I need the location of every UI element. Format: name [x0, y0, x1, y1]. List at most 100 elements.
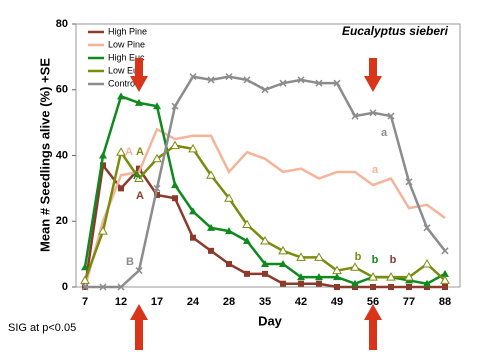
marker [171, 102, 179, 110]
x-tick-label: 77 [403, 296, 415, 308]
marker [116, 147, 126, 156]
marker [350, 262, 360, 271]
marker [171, 181, 179, 189]
marker [100, 162, 106, 169]
marker [226, 260, 232, 267]
marker [280, 280, 286, 287]
legend-label: Low Pine [108, 39, 145, 49]
marker [153, 102, 161, 110]
x-tick-label: 17 [151, 296, 163, 308]
marker [422, 258, 432, 268]
marker [261, 86, 269, 94]
y-axis-label: Mean # Seedlings alive (%) +SE [37, 58, 52, 252]
marker [352, 284, 358, 290]
marker [442, 284, 448, 290]
marker [207, 76, 215, 84]
marker [81, 283, 89, 291]
x-tick-label: 28 [223, 296, 235, 308]
marker [152, 153, 162, 163]
marker [135, 98, 143, 106]
annotation: a [381, 127, 388, 139]
annotation: b [372, 254, 379, 266]
annotation: A [125, 146, 133, 158]
marker [332, 265, 342, 275]
marker [134, 173, 144, 183]
marker [404, 272, 414, 281]
marker [80, 275, 90, 284]
x-tick-label: 24 [187, 296, 200, 308]
marker [333, 79, 341, 87]
y-tick-label: 0 [62, 281, 68, 293]
marker [243, 76, 251, 84]
annotation: A [136, 190, 144, 202]
x-tick-label: 12 [115, 296, 127, 308]
x-tick-label: 88 [439, 296, 451, 308]
marker [296, 252, 306, 261]
x-tick-label: 49 [331, 296, 343, 308]
marker [207, 223, 215, 231]
marker [368, 272, 378, 281]
marker [135, 267, 143, 275]
annotation: B [126, 256, 134, 268]
marker [406, 284, 412, 290]
marker [118, 185, 124, 192]
marker [81, 263, 89, 271]
marker [369, 109, 377, 117]
annotation: A [133, 170, 141, 182]
y-tick-label: 20 [56, 215, 68, 227]
marker [170, 140, 180, 150]
marker [188, 143, 198, 153]
legend-label: High Pine [108, 26, 147, 36]
marker [315, 79, 323, 87]
annotation: b [355, 251, 362, 263]
legend-label: Low Euc [108, 65, 143, 75]
x-tick-label: 56 [367, 296, 379, 308]
annotation: A [136, 146, 144, 158]
marker [154, 191, 160, 198]
marker [244, 270, 250, 277]
marker [98, 226, 108, 235]
chart-title: Eucalyptus sieberi [342, 24, 449, 38]
marker [136, 165, 142, 172]
marker [117, 92, 125, 100]
marker [261, 259, 269, 267]
marker [423, 224, 431, 232]
marker [351, 112, 359, 120]
marker [189, 207, 197, 215]
marker [334, 284, 340, 290]
marker [99, 151, 107, 159]
marker [405, 178, 413, 186]
arrows [130, 58, 382, 350]
marker [314, 252, 324, 261]
marker [262, 270, 268, 277]
y-tick-label: 60 [56, 84, 68, 96]
x-axis-label: Day [258, 313, 283, 328]
marker [298, 280, 304, 287]
legend-label: High Euc [108, 52, 145, 62]
y-tick-label: 40 [56, 149, 68, 161]
marker [243, 236, 251, 244]
marker [225, 227, 233, 235]
marker [370, 284, 376, 290]
marker [440, 275, 450, 284]
y-tick-label: 80 [56, 18, 68, 30]
marker [297, 76, 305, 84]
marker [441, 269, 449, 277]
note: SIG at p<0.05 [8, 322, 76, 334]
annotation: a [372, 164, 379, 176]
marker [297, 273, 305, 281]
marker [99, 283, 107, 291]
marker [260, 235, 270, 245]
marker [315, 273, 323, 281]
marker [208, 247, 214, 254]
marker [225, 73, 233, 81]
series-line [83, 127, 446, 288]
legend-label: Control [108, 78, 137, 88]
marker [441, 247, 449, 255]
marker [172, 195, 178, 202]
marker [278, 245, 288, 255]
marker [190, 234, 196, 241]
marker [279, 259, 287, 267]
marker [316, 280, 322, 287]
marker [206, 170, 216, 179]
